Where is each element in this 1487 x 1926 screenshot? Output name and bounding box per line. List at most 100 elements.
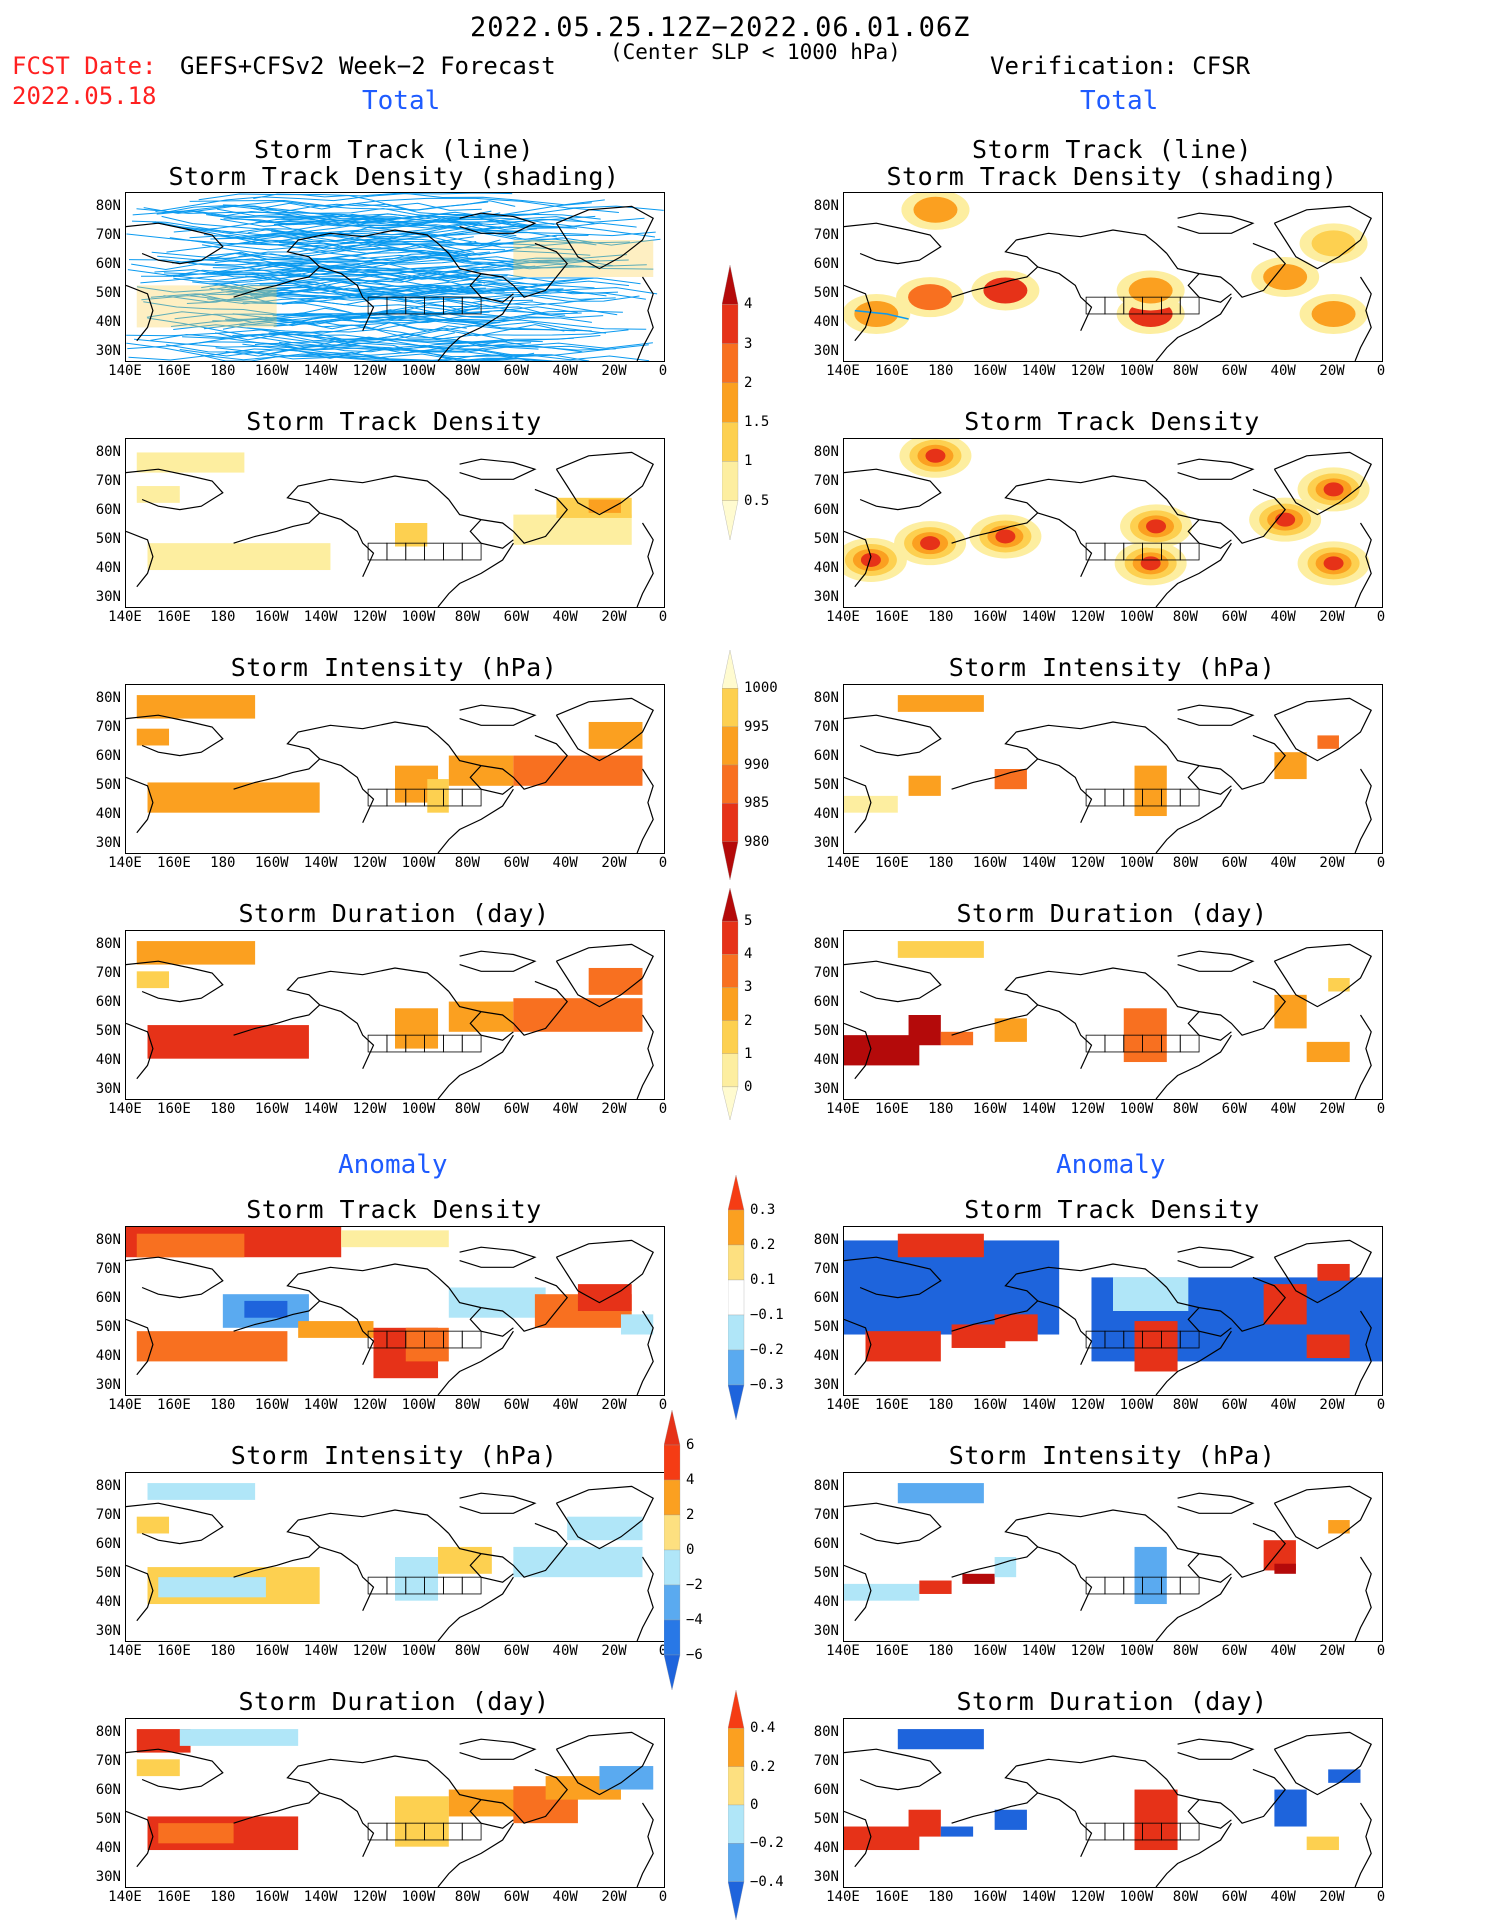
lon-tick-label: 120W	[1070, 855, 1105, 871]
storm-track-line	[249, 292, 623, 318]
shaded-cell	[136, 941, 256, 965]
colorbar-density-total	[721, 264, 740, 546]
lon-tick-label: 180	[928, 363, 954, 379]
density-blob	[925, 448, 946, 463]
shaded-cell	[147, 782, 320, 813]
shaded-cell	[620, 1314, 654, 1335]
storm-track-line	[198, 193, 605, 206]
storm-track-line	[220, 218, 656, 237]
storm-track-line	[132, 204, 645, 226]
map-panel-density-l	[125, 438, 665, 608]
lat-tick-label: 80N	[813, 936, 839, 952]
lon-tick-label: 60W	[1221, 363, 1247, 379]
lon-tick-label: 100W	[401, 1397, 436, 1413]
lat-tick-label: 40N	[813, 560, 839, 576]
shaded-cell	[940, 1826, 974, 1837]
lon-tick-label: 120W	[352, 1101, 387, 1117]
shaded-cell	[577, 1284, 632, 1311]
lat-tick-label: 60N	[813, 256, 839, 272]
shaded-cell	[136, 971, 170, 989]
storm-track-line	[254, 341, 650, 361]
lon-tick-label: 100W	[1119, 1889, 1154, 1905]
density-blob	[1323, 556, 1344, 571]
storm-track-line	[182, 336, 653, 356]
storm-track-line	[233, 246, 629, 262]
storm-track-line	[191, 250, 591, 262]
shaded-cell	[1306, 1334, 1350, 1359]
map-canvas	[844, 695, 1372, 853]
storm-track-line	[131, 257, 477, 271]
coastline	[1177, 950, 1255, 972]
coastline	[555, 1731, 654, 1796]
lat-tick-label: 80N	[95, 936, 121, 952]
lat-tick-label: 70N	[95, 1261, 121, 1277]
lat-tick-label: 30N	[95, 1377, 121, 1393]
lon-tick-label: 180	[210, 1889, 236, 1905]
coastline	[126, 1502, 224, 1545]
state-boundary	[1179, 1034, 1200, 1053]
lon-tick-label: 100W	[401, 855, 436, 871]
lon-tick-label: 160E	[875, 1889, 909, 1905]
coastline	[319, 1792, 375, 1858]
map-panel-density-anomaly-l	[125, 1226, 665, 1396]
storm-track-line	[285, 215, 555, 227]
coastline	[1187, 1011, 1232, 1041]
total-label-right: Total	[1080, 86, 1159, 116]
map-canvas	[126, 1227, 654, 1395]
colorbar-swatch	[721, 764, 739, 804]
colorbar-intensity-anom	[663, 1409, 682, 1696]
lon-tick-label: 80W	[1172, 1889, 1198, 1905]
lat-tick-label: 30N	[95, 343, 121, 359]
shaded-cell	[897, 695, 984, 712]
colorbar-tick-label: 0	[686, 1542, 695, 1558]
coastline	[951, 1509, 1168, 1578]
lon-tick-label: 100W	[1119, 609, 1154, 625]
coastline	[448, 1522, 568, 1578]
lat-tick-label: 50N	[813, 1565, 839, 1581]
lon-tick-label: 160W	[254, 1889, 289, 1905]
shaded-cell	[908, 1015, 941, 1046]
lon-tick-label: 140E	[108, 609, 142, 625]
lon-tick-label: 180	[928, 1643, 954, 1659]
shaded-cell	[994, 1557, 1017, 1578]
shaded-cell	[1134, 1321, 1178, 1372]
colorbar-swatch	[727, 1279, 745, 1316]
coastline	[448, 1768, 568, 1824]
coastline	[555, 205, 654, 270]
coastline	[1273, 451, 1372, 516]
lon-tick-label: 120W	[1070, 1101, 1105, 1117]
coastline	[437, 1576, 514, 1641]
lat-tick-label: 40N	[95, 560, 121, 576]
lon-tick-label: 160E	[875, 1643, 909, 1659]
lon-tick-label: 80W	[454, 1889, 480, 1905]
lon-tick-label: 80W	[454, 1643, 480, 1659]
lon-tick-label: 0	[1376, 1397, 1386, 1413]
lon-tick-label: 80W	[454, 1397, 480, 1413]
density-blob-core	[1311, 230, 1356, 257]
coastline	[1273, 1485, 1372, 1550]
lon-tick-label: 160W	[972, 363, 1007, 379]
lon-tick-label: 140E	[108, 1101, 142, 1117]
lon-tick-label: 0	[658, 609, 668, 625]
lon-tick-label: 60W	[503, 1101, 529, 1117]
colorbar-swatch	[727, 1766, 745, 1806]
lon-tick-label: 0	[1376, 1101, 1386, 1117]
coastline	[951, 1755, 1168, 1824]
colorbar-swatch	[721, 954, 739, 988]
storm-track-line	[208, 248, 506, 263]
storm-track-line	[225, 287, 534, 302]
lat-tick-label: 80N	[95, 690, 121, 706]
lon-tick-label: 140W	[303, 1643, 338, 1659]
coastline	[1037, 1300, 1093, 1366]
colorbar-swatch	[727, 1804, 745, 1844]
map-panel-intensity-anomaly-r	[843, 1472, 1383, 1642]
shaded-cell	[147, 1483, 256, 1500]
lon-tick-label: 40W	[1270, 1397, 1296, 1413]
verification-label: Verification: CFSR	[990, 52, 1251, 80]
coastline	[319, 512, 375, 578]
lat-tick-label: 50N	[95, 1319, 121, 1335]
lon-tick-label: 120W	[352, 855, 387, 871]
lat-tick-label: 80N	[813, 444, 839, 460]
lon-tick-label: 0	[658, 855, 668, 871]
lat-tick-label: 80N	[813, 1478, 839, 1494]
